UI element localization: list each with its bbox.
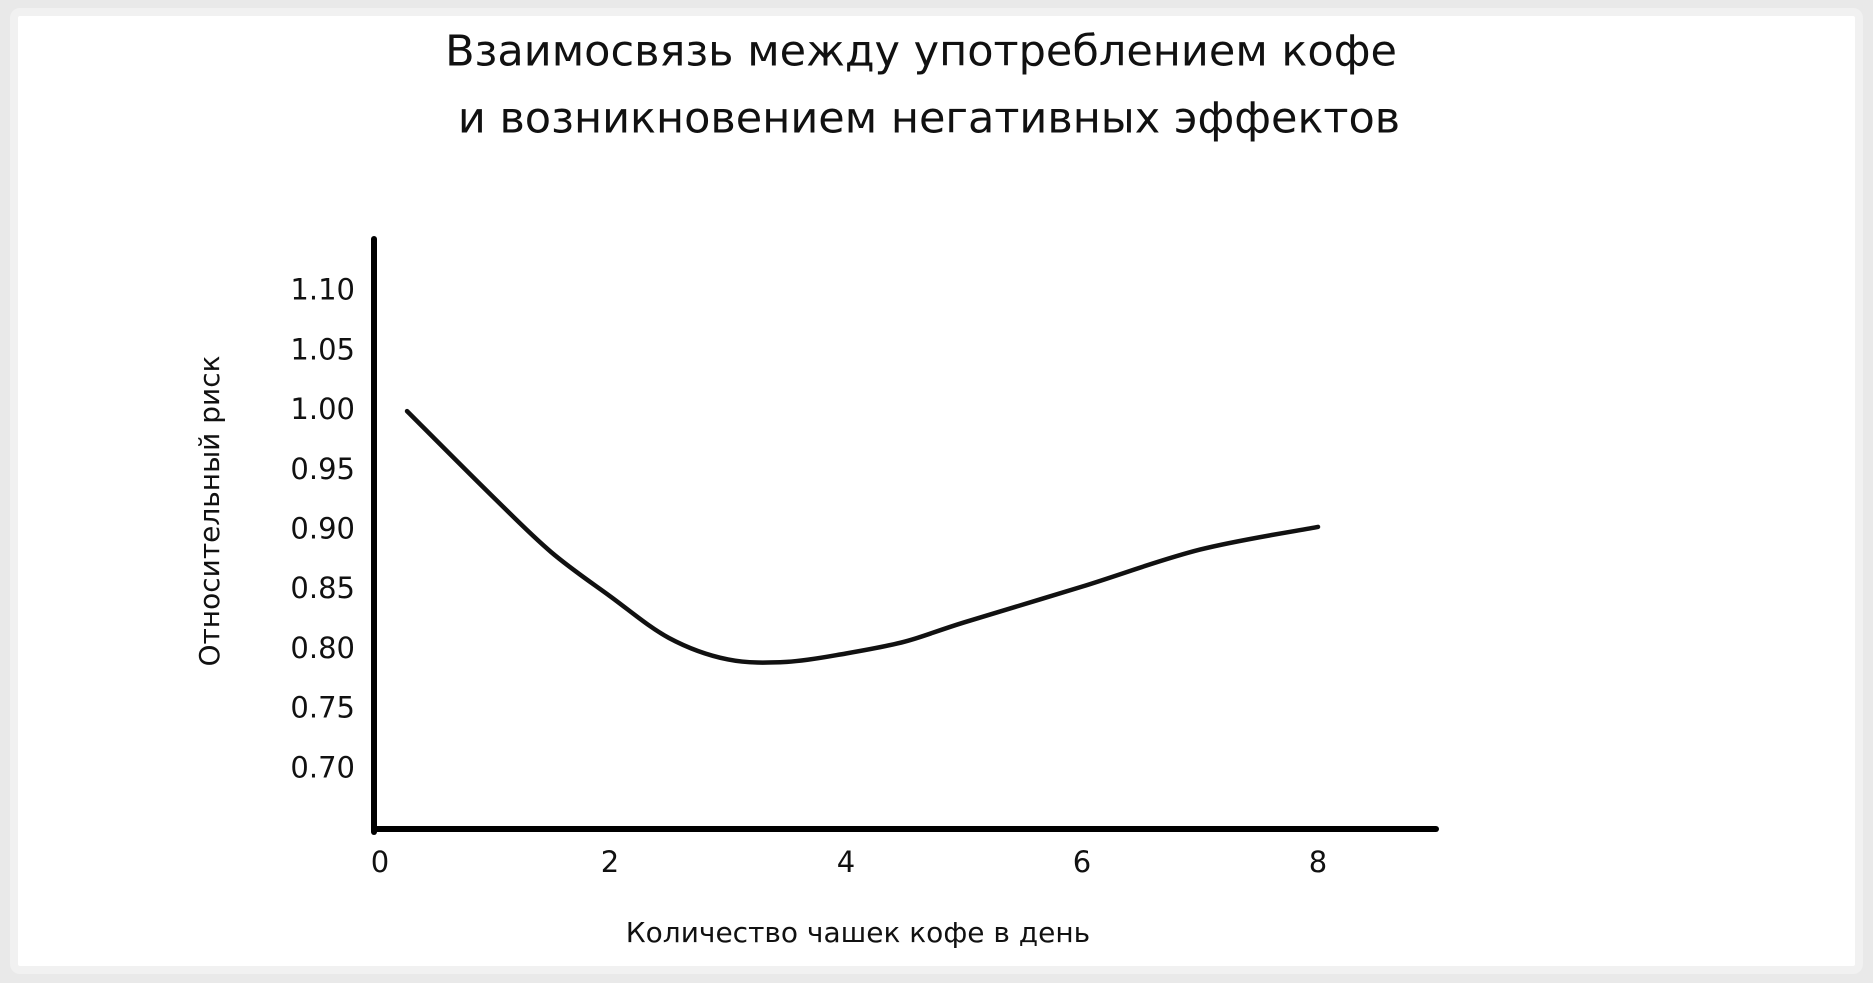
x-tick-label: 0	[371, 845, 389, 879]
panel	[10, 8, 1863, 974]
y-tick-label: 0.75	[290, 691, 355, 725]
x-tick-label: 4	[837, 845, 855, 879]
y-tick-label: 0.95	[290, 452, 355, 486]
y-tick-label: 1.00	[290, 392, 355, 426]
chart-title: Взаимосвязь между употреблением кофе	[445, 27, 1397, 77]
y-tick-label: 1.10	[290, 273, 355, 307]
x-axis-label: Количество чашек кофе в день	[626, 916, 1090, 949]
x-tick-label: 6	[1073, 845, 1091, 879]
chart-title: и возникновением негативных эффектов	[458, 94, 1400, 144]
y-axis-label: Относительный риск	[193, 355, 226, 666]
data-line	[404, 408, 1321, 665]
y-tick-label: 0.85	[290, 571, 355, 605]
y-tick-label: 0.70	[290, 750, 355, 784]
y-tick-label: 0.80	[290, 631, 355, 665]
x-tick-label: 2	[601, 845, 619, 879]
x-tick-label: 8	[1309, 845, 1327, 879]
y-tick-label: 1.05	[290, 332, 355, 366]
y-tick-label: 0.90	[290, 512, 355, 546]
